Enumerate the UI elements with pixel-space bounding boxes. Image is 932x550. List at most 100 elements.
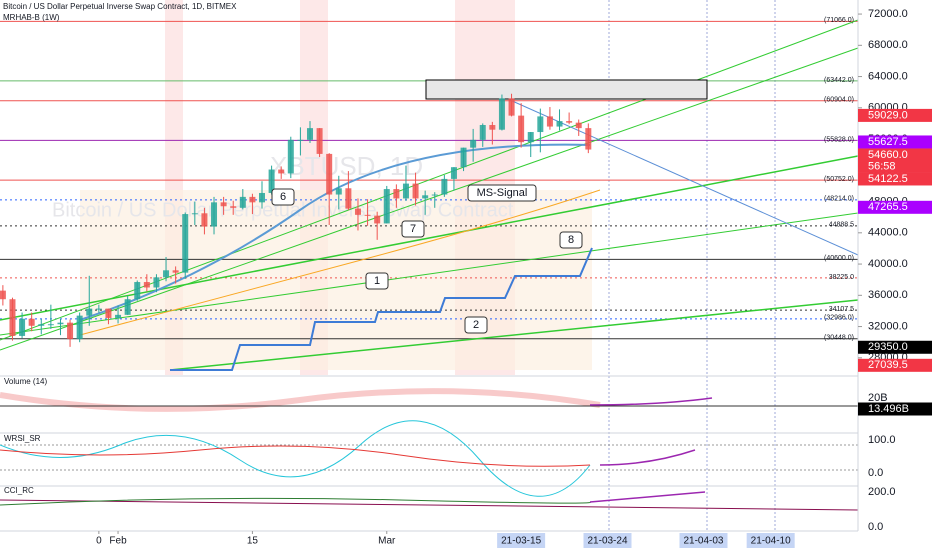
candle-body xyxy=(527,132,534,143)
annotation: 1 xyxy=(374,275,380,287)
x-tick-label: 0 xyxy=(96,536,102,547)
candle-body xyxy=(441,178,448,195)
y-tick-label: 68000.0 xyxy=(868,39,908,51)
candle-body xyxy=(412,183,419,199)
x-tick-highlight xyxy=(497,533,546,548)
price-badge-label: 27039.5 xyxy=(868,359,908,371)
pane-axis-label: 0.0 xyxy=(868,521,883,533)
candle-body xyxy=(556,121,563,127)
x-tick-label: 15 xyxy=(247,536,259,547)
candle-body xyxy=(239,196,246,208)
callouts xyxy=(271,184,583,334)
candle-body xyxy=(201,213,208,227)
level-label: (32986.0) xyxy=(824,315,854,322)
candle-body xyxy=(172,270,179,273)
candle-body xyxy=(479,125,486,140)
candle-body xyxy=(153,277,160,288)
candle-body xyxy=(489,125,496,130)
level-label: (55828.0) xyxy=(824,136,854,143)
price-badge-label: 59029.0 xyxy=(868,109,908,121)
candle-body xyxy=(163,270,170,278)
y-tick-label: 32000.0 xyxy=(868,320,908,332)
x-tick-label: 21-03-15 xyxy=(501,536,541,547)
drawings xyxy=(0,19,859,371)
candle-body xyxy=(546,116,553,127)
candle-body xyxy=(326,153,333,195)
chart-title: Bitcoin / US Dollar Perpetual Inverse Sw… xyxy=(3,2,237,11)
y-tick-label: 72000.0 xyxy=(868,8,908,20)
annotation: 2 xyxy=(473,319,479,331)
candle-body xyxy=(95,308,102,310)
candle-body xyxy=(191,213,198,215)
pane-badge xyxy=(858,402,932,416)
pane-title: Volume (14) xyxy=(4,377,47,386)
price-badge xyxy=(858,108,932,122)
candle-body xyxy=(86,308,93,316)
candle-body xyxy=(105,308,112,318)
candle-body xyxy=(575,122,582,129)
candle-body xyxy=(28,318,35,326)
candle-body xyxy=(518,115,525,143)
candle-body xyxy=(585,128,592,150)
price-badge xyxy=(858,200,932,214)
level-label: (48214.0) xyxy=(824,196,854,203)
candle-body xyxy=(537,116,544,133)
candle-body xyxy=(134,282,141,300)
pane-axis-label: 20B xyxy=(868,392,888,404)
x-tick-highlight xyxy=(583,533,632,548)
candle-body xyxy=(450,167,457,179)
candle-body xyxy=(374,215,381,224)
candle-body xyxy=(115,314,122,318)
candle-body xyxy=(19,318,26,336)
candle-body xyxy=(354,208,361,215)
y-tick-label: 44000.0 xyxy=(868,227,908,239)
price-badge xyxy=(858,148,932,173)
candle-body xyxy=(67,322,74,340)
candle-body xyxy=(47,324,54,326)
level-label: (60904.0) xyxy=(824,97,854,104)
pane-axis-label: 0.0 xyxy=(868,467,883,479)
candle-body xyxy=(38,324,45,326)
background-bands xyxy=(80,0,776,530)
pane-axis-label: 200.0 xyxy=(868,486,896,498)
candle-body xyxy=(230,206,237,208)
candle-body xyxy=(364,214,371,216)
level-label: 38225.0 xyxy=(829,274,854,281)
annotation: MS-Signal xyxy=(477,187,528,199)
candle-body xyxy=(287,139,294,174)
countdown: 56:58 xyxy=(868,160,896,172)
x-tick-label: Mar xyxy=(378,536,396,547)
price-badge xyxy=(858,340,932,354)
candle-body xyxy=(76,315,83,340)
candle-body xyxy=(422,195,429,199)
candle-body xyxy=(259,192,266,203)
x-tick-highlight xyxy=(679,533,728,548)
candle-body xyxy=(297,139,304,141)
candle-body xyxy=(335,188,342,195)
candle-body xyxy=(143,282,150,288)
candle-body xyxy=(0,290,6,300)
price-badge-label: 29350.0 xyxy=(868,341,908,353)
candle-body xyxy=(278,169,285,174)
pane-axis-label: 100.0 xyxy=(868,434,896,446)
candle-body xyxy=(211,202,218,227)
candle-body xyxy=(393,189,400,199)
level-label: (71066.0) xyxy=(824,17,854,24)
watermark: Bitcoin / US Dollar Perpetual Inverse Sw… xyxy=(52,199,514,221)
x-tick-label: 21-03-24 xyxy=(587,536,627,547)
pane-badge-label: 13.496B xyxy=(868,403,909,415)
price-badge-label: 47265.5 xyxy=(868,201,908,213)
price-badge xyxy=(858,135,932,149)
candle-body xyxy=(460,147,467,168)
price-badge xyxy=(858,358,932,372)
x-tick-label: Feb xyxy=(109,536,127,547)
candle-body xyxy=(508,98,515,116)
price-badge-label: 54122.5 xyxy=(868,173,908,185)
y-tick-label: 36000.0 xyxy=(868,289,908,301)
candle-body xyxy=(124,299,131,315)
candle-body xyxy=(9,299,16,336)
candle-body xyxy=(498,98,505,130)
candle-body xyxy=(345,188,352,209)
